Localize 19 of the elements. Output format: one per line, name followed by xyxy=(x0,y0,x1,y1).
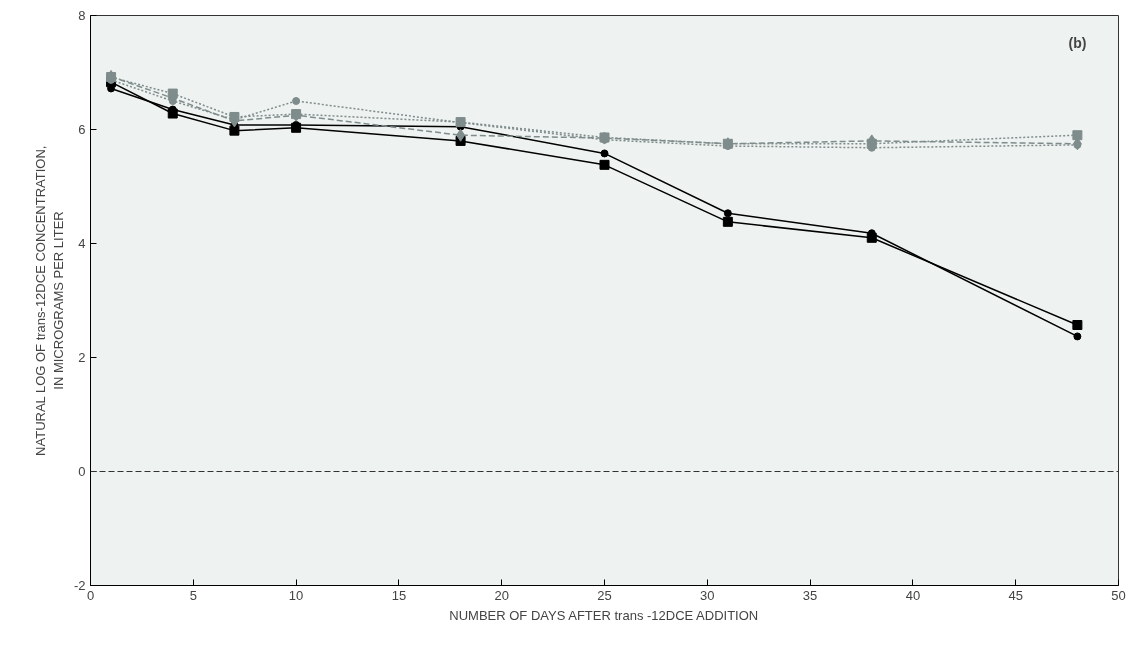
x-tick-label: 40 xyxy=(905,587,921,603)
x-tick-label: 45 xyxy=(1008,587,1023,603)
x-tick-label: 20 xyxy=(494,587,509,603)
y-tick-label: 0 xyxy=(78,464,86,479)
x-tick-label: 10 xyxy=(288,587,304,603)
x-tick-label: 15 xyxy=(391,587,407,603)
y-tick-label: 6 xyxy=(78,122,86,137)
annotation: (b) xyxy=(1068,34,1087,51)
x-tick-label: 35 xyxy=(802,587,818,603)
x-tick-label: 50 xyxy=(1111,587,1126,603)
y-tick-label: -2 xyxy=(73,578,86,593)
x-tick-label: 5 xyxy=(189,587,197,603)
y-axis-title: NATURAL LOG OF trans-12DCE CONCENTRATION, IN MICROGRAMS PER LITER xyxy=(32,145,66,456)
x-tick-label: 30 xyxy=(700,587,715,603)
y-tick-label: 8 xyxy=(78,8,86,23)
y-tick-label: 2 xyxy=(78,350,86,365)
x-axis-title: NUMBER OF DAYS AFTER trans -12DCE ADDITION xyxy=(449,607,759,623)
x-tick-label: 25 xyxy=(597,587,612,603)
y-tick-label: 4 xyxy=(78,236,86,251)
